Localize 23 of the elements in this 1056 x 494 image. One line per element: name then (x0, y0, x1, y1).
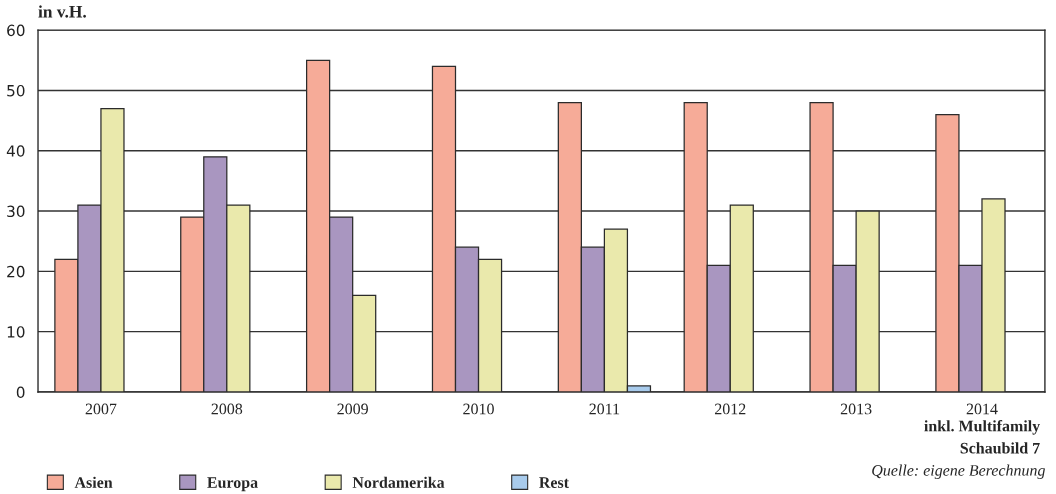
text: inkl. Multifamily (924, 419, 1041, 435)
y-tick-label: 20 (7, 265, 25, 278)
x-tick-label: 2013 (840, 403, 872, 415)
y-tick-label: 30 (7, 205, 25, 218)
source-note: Quelle: eigene Berechnung (872, 464, 1045, 480)
x-tick-label: 2009 (337, 403, 368, 415)
legend-label: Asien (74, 476, 113, 488)
legend-label: Nordamerika (352, 476, 445, 488)
y-tick-label: 50 (7, 84, 25, 97)
x-tick-label: 2011 (589, 403, 620, 415)
x-tick-label: 2008 (211, 403, 243, 415)
x-tick-label: 2014 (966, 403, 998, 415)
x-tick-label: 2007 (85, 403, 117, 415)
legend-label: Rest (539, 477, 569, 488)
x-tick-label: 2012 (714, 403, 746, 415)
y-tick-label: 10 (7, 326, 25, 338)
y-tick-label: 0 (16, 386, 25, 399)
text: Schaubild 7 (960, 442, 1040, 454)
y-tick-label: 40 (6, 145, 25, 157)
legend-label: Europa (207, 477, 258, 492)
x-tick-label: 2010 (463, 403, 494, 415)
y-tick-label: 60 (7, 24, 25, 37)
y-axis-title: in v.H. (38, 5, 86, 18)
